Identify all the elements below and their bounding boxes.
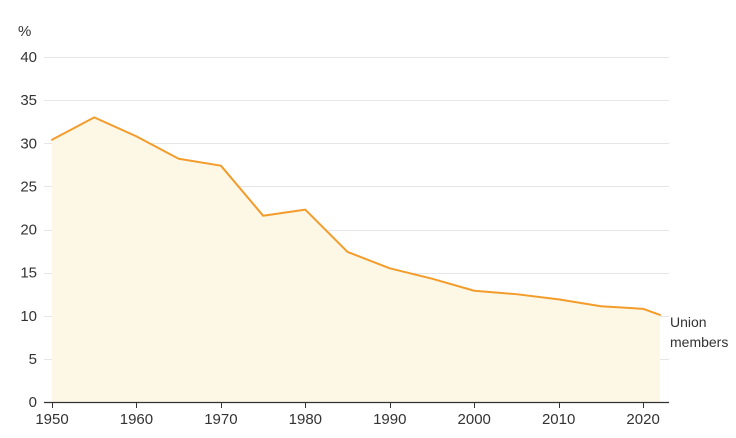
y-tick-label-20: 20 [20,222,37,239]
data-point-1960 [135,135,137,137]
data-point-1985 [347,251,349,253]
y-axis-tick-labels: 0 5 10 15 20 25 30 35 40 [20,49,37,411]
x-tick-label-2020: 2020 [626,411,659,428]
y-tick-label-25: 25 [20,178,37,195]
data-point-1980 [304,209,306,211]
data-point-2015 [600,305,602,307]
series-line-layer [51,116,661,316]
data-point-2020 [642,308,644,310]
x-tick-label-1960: 1960 [120,411,153,428]
y-tick-label-40: 40 [20,49,37,66]
area-fill-layer [52,117,660,402]
data-point-1995 [431,278,433,280]
y-tick-label-30: 30 [20,135,37,152]
data-point-2010 [558,298,560,300]
series-label-group: Union members [670,314,728,350]
x-tick-label-2010: 2010 [542,411,575,428]
series-label-line-2: members [670,334,728,350]
data-point-2022 [659,314,661,316]
data-point-1975 [262,215,264,217]
data-point-1990 [389,267,391,269]
data-point-1970 [220,165,222,167]
y-tick-label-5: 5 [29,351,37,368]
x-tick-label-1970: 1970 [204,411,237,428]
data-point-1950 [51,139,53,141]
data-point-1965 [178,158,180,160]
x-tick-label-1950: 1950 [35,411,68,428]
series-line-union-members [51,116,661,316]
data-point-2005 [515,293,517,295]
area-fill [52,117,660,402]
axes [44,401,669,408]
data-point-1955 [93,116,95,118]
y-tick-label-10: 10 [20,308,37,325]
y-tick-label-0: 0 [29,394,37,411]
x-tick-label-2000: 2000 [458,411,491,428]
series-label-line-1: Union [670,314,707,330]
x-tick-label-1980: 1980 [289,411,322,428]
y-axis-unit-label: % [18,23,31,40]
y-tick-label-15: 15 [20,265,37,282]
y-tick-label-35: 35 [20,92,37,109]
x-tick-label-1990: 1990 [373,411,406,428]
data-point-2000 [473,290,475,292]
x-axis-tick-labels: 1950 1960 1970 1980 1990 2000 2010 2020 [35,411,659,428]
